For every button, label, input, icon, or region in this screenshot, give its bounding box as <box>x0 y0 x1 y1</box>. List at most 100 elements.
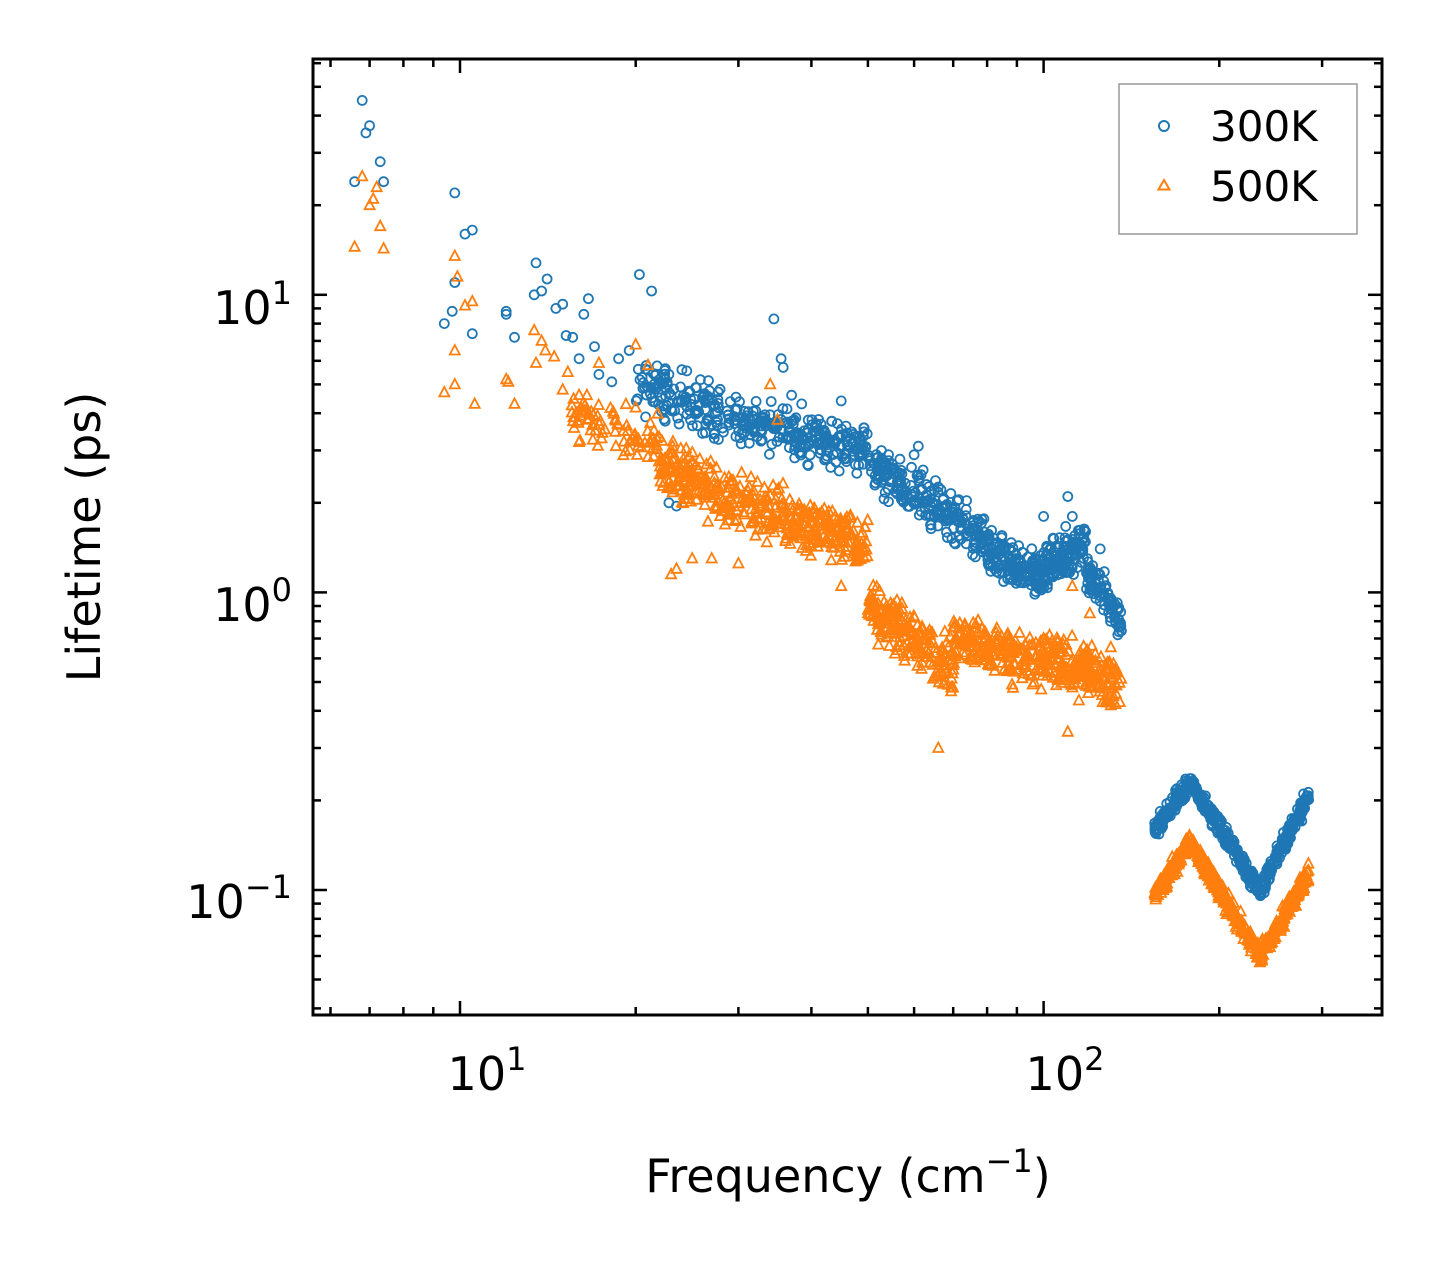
data-point-500K <box>969 620 983 634</box>
data-point-500K <box>377 241 391 254</box>
data-point-300K <box>1087 565 1099 577</box>
data-point-300K <box>695 374 706 386</box>
axes-frame <box>311 57 1384 1017</box>
data-point-500K <box>965 626 979 639</box>
data-point-500K <box>795 524 808 537</box>
data-point-500K <box>724 498 738 512</box>
data-point-500K <box>792 513 806 526</box>
data-point-500K <box>715 503 729 517</box>
data-point-300K <box>783 425 795 437</box>
data-point-300K <box>717 422 728 434</box>
data-point-300K <box>1150 828 1162 839</box>
data-point-300K <box>840 420 852 432</box>
data-point-300K <box>970 537 982 548</box>
data-point-500K <box>786 497 800 510</box>
data-point-500K <box>947 655 961 669</box>
data-point-300K <box>960 503 972 515</box>
data-point-300K <box>1299 797 1311 809</box>
data-point-300K <box>1298 802 1310 814</box>
data-point-300K <box>794 427 805 439</box>
data-point-300K <box>1292 803 1303 815</box>
data-point-300K <box>708 428 720 440</box>
data-point-500K <box>1023 630 1037 643</box>
data-point-500K <box>1276 913 1290 927</box>
data-point-300K <box>1217 826 1229 838</box>
data-point-500K <box>538 343 552 356</box>
data-point-300K <box>747 410 758 422</box>
data-point-300K <box>893 482 904 494</box>
data-point-300K <box>466 224 478 236</box>
data-point-500K <box>733 479 747 492</box>
data-point-300K <box>1066 511 1078 522</box>
data-point-300K <box>673 418 685 430</box>
data-point-500K <box>901 645 915 659</box>
data-point-500K <box>448 343 462 356</box>
data-point-500K <box>1050 630 1064 643</box>
data-point-500K <box>712 481 726 494</box>
data-point-300K <box>976 539 988 551</box>
data-point-500K <box>687 467 701 481</box>
data-point-500K <box>647 448 661 462</box>
data-point-500K <box>609 413 623 426</box>
data-point-300K <box>839 453 851 465</box>
data-point-500K <box>928 669 942 682</box>
data-point-300K <box>1013 556 1024 568</box>
data-point-500K <box>1041 656 1055 669</box>
data-point-300K <box>1260 872 1271 884</box>
data-point-500K <box>1187 839 1200 852</box>
data-point-300K <box>802 460 814 471</box>
data-point-500K <box>802 505 816 519</box>
data-point-300K <box>1208 806 1220 818</box>
data-point-300K <box>826 415 837 427</box>
data-point-500K <box>771 519 785 533</box>
data-point-500K <box>685 551 699 564</box>
data-point-500K <box>835 552 849 565</box>
data-point-500K <box>1062 675 1076 689</box>
data-point-300K <box>1050 566 1061 578</box>
data-point-500K <box>986 658 1000 671</box>
data-point-500K <box>701 514 715 527</box>
data-point-300K <box>1219 832 1231 844</box>
data-point-300K <box>872 463 884 475</box>
data-point-300K <box>706 419 718 431</box>
data-point-500K <box>1104 697 1118 711</box>
data-point-500K <box>578 397 592 411</box>
data-point-300K <box>1185 773 1197 784</box>
data-point-500K <box>879 630 893 643</box>
data-point-300K <box>1026 543 1038 555</box>
data-point-500K <box>850 533 864 546</box>
data-point-500K <box>573 408 587 421</box>
data-point-300K <box>899 489 910 501</box>
data-point-500K <box>1026 677 1040 690</box>
data-point-300K <box>378 176 390 188</box>
data-point-500K <box>797 509 811 522</box>
data-point-300K <box>886 463 898 475</box>
data-point-300K <box>1104 600 1116 612</box>
data-point-500K <box>734 519 748 532</box>
data-point-300K <box>811 419 822 431</box>
data-point-500K <box>565 397 579 411</box>
data-point-300K <box>953 494 965 506</box>
data-point-500K <box>629 337 643 350</box>
data-point-500K <box>1171 850 1185 863</box>
data-point-500K <box>984 638 998 652</box>
data-point-500K <box>968 654 982 668</box>
data-point-500K <box>1000 642 1014 655</box>
data-point-300K <box>755 417 767 429</box>
data-point-300K <box>915 505 927 517</box>
data-point-300K <box>1015 577 1027 588</box>
data-point-500K <box>468 396 482 409</box>
data-point-500K <box>941 639 955 653</box>
data-point-500K <box>450 269 464 282</box>
legend-marker-500K <box>1156 178 1172 191</box>
data-point-500K <box>706 487 720 500</box>
data-point-300K <box>835 395 847 407</box>
data-point-500K <box>690 492 703 505</box>
data-point-500K <box>373 218 387 232</box>
data-point-300K <box>606 376 618 388</box>
data-point-500K <box>718 517 732 530</box>
data-point-500K <box>1090 667 1104 680</box>
data-point-500K <box>647 423 661 436</box>
data-point-500K <box>744 469 758 483</box>
